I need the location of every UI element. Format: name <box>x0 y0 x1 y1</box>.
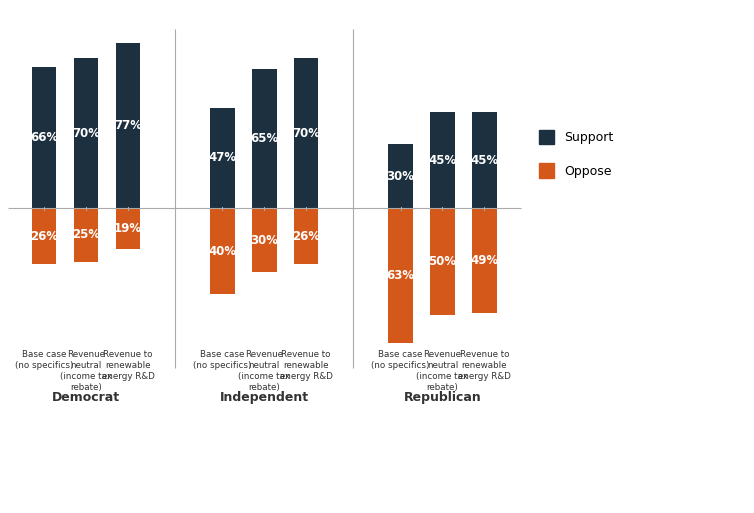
Bar <box>294 208 318 264</box>
Text: Republican: Republican <box>403 391 481 404</box>
Bar <box>210 108 234 208</box>
Bar <box>32 208 57 264</box>
Text: 70%: 70% <box>293 127 320 140</box>
Text: 45%: 45% <box>470 153 498 167</box>
Text: 26%: 26% <box>30 230 58 243</box>
Legend: Support, Oppose: Support, Oppose <box>533 124 620 184</box>
Bar <box>431 208 455 315</box>
Bar <box>294 58 318 208</box>
Bar <box>32 67 57 208</box>
Text: 19%: 19% <box>114 222 142 235</box>
Text: 25%: 25% <box>72 228 100 242</box>
Text: Revenue
neutral
(income tax
rebate): Revenue neutral (income tax rebate) <box>60 350 112 392</box>
Bar <box>388 144 412 208</box>
Text: 45%: 45% <box>428 153 457 167</box>
Text: 47%: 47% <box>208 151 237 164</box>
Text: Base case
(no specifics): Base case (no specifics) <box>371 350 430 370</box>
Bar <box>252 208 277 272</box>
Text: 70%: 70% <box>72 127 100 140</box>
Bar <box>252 69 277 208</box>
Text: 26%: 26% <box>292 230 320 243</box>
Text: Base case
(no specifics): Base case (no specifics) <box>193 350 252 370</box>
Text: 30%: 30% <box>387 170 415 183</box>
Text: 49%: 49% <box>470 254 498 267</box>
Bar <box>74 208 98 262</box>
Bar <box>74 58 98 208</box>
Text: 66%: 66% <box>30 131 58 144</box>
Text: 65%: 65% <box>250 132 278 145</box>
Bar <box>472 208 497 313</box>
Bar <box>388 208 412 343</box>
Text: Revenue
neutral
(income tax
rebate): Revenue neutral (income tax rebate) <box>416 350 468 392</box>
Text: Democrat: Democrat <box>52 391 120 404</box>
Text: Independent: Independent <box>219 391 309 404</box>
Bar <box>431 112 455 208</box>
Bar <box>210 208 234 294</box>
Text: Revenue to
renewable
energy R&D: Revenue to renewable energy R&D <box>102 350 155 381</box>
Text: Revenue
neutral
(income tax
rebate): Revenue neutral (income tax rebate) <box>238 350 290 392</box>
Bar <box>472 112 497 208</box>
Text: 50%: 50% <box>428 255 456 268</box>
Text: Revenue to
renewable
energy R&D: Revenue to renewable energy R&D <box>458 350 510 381</box>
Bar <box>116 208 140 249</box>
Text: Revenue to
renewable
energy R&D: Revenue to renewable energy R&D <box>280 350 333 381</box>
Text: 77%: 77% <box>114 119 142 132</box>
Bar <box>116 43 140 208</box>
Text: 63%: 63% <box>387 269 415 282</box>
Text: 30%: 30% <box>250 234 278 247</box>
Text: 40%: 40% <box>208 245 237 258</box>
Text: Base case
(no specifics): Base case (no specifics) <box>15 350 73 370</box>
